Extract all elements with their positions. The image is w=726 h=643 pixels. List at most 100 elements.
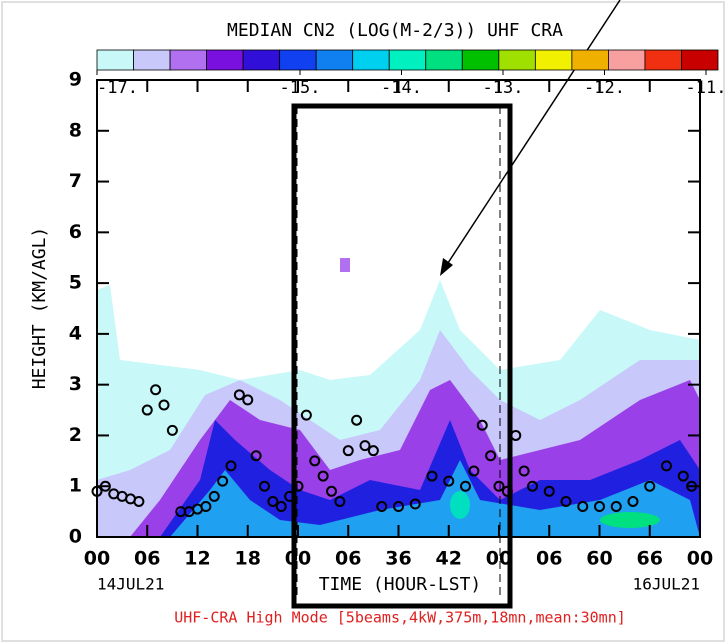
point [359,440,371,452]
point [300,409,312,421]
point [393,501,404,513]
chart-title: MEDIAN CN2 (LOG(M-2/3)) UHF CRA [227,20,563,41]
point [493,480,505,492]
colorbar-tick-label: -11. [686,78,726,98]
point [460,480,471,492]
x-tick-label: 06 [335,548,361,570]
colorbar-swatch [279,49,317,71]
point [242,394,254,406]
colorbar-swatch [169,49,207,71]
point [267,495,279,507]
point [225,460,237,472]
point [259,480,270,492]
y-tick-label: 5 [69,272,82,294]
point [326,485,337,497]
colorbar-swatch [644,49,682,71]
colorbar-tick-label: -17. [97,78,138,98]
point [485,450,497,462]
colorbar-tick-label: -13. [483,78,524,98]
colorbar-swatch [315,49,354,71]
colorbar-swatch [352,49,390,71]
colorbar-swatch [242,49,281,71]
point [233,389,245,401]
y-tick-label: 9 [69,69,82,91]
point [351,414,363,426]
y-tick-label: 7 [69,170,82,192]
date-label: 14JUL21 [97,575,164,594]
date-label: 16JUL21 [633,575,700,594]
point [275,501,287,513]
y-tick-label: 1 [69,475,82,497]
colorbar-swatch [206,49,244,71]
colorbar-swatch [571,49,609,71]
x-tick-label: 00 [486,548,512,570]
x-tick-label: 12 [184,548,210,570]
y-tick-label: 6 [69,221,82,243]
point [543,485,555,497]
point [342,445,354,457]
point [334,495,346,507]
arrow [445,0,621,267]
point [594,501,605,513]
x-tick-label: 36 [385,548,411,570]
y-tick-label: 4 [69,322,82,344]
colorbar-swatch [498,49,536,71]
colorbar-swatch [534,49,573,71]
point [158,399,170,411]
point [518,465,530,477]
x-tick-label: 60 [586,548,612,570]
y-tick-label: 8 [69,119,82,141]
point [208,490,220,502]
colorbar-tick-label: -14. [381,78,422,98]
point [409,498,421,510]
colorbar-swatch [608,49,646,71]
footer: UHF-CRA High Mode [5beams,4kW,375m,18mn,… [174,609,626,627]
x-tick-label: 00 [687,548,713,570]
x-tick-label: 66 [637,548,663,570]
colorbar-swatch [133,49,171,71]
highlight-box [291,103,513,609]
point [527,480,538,492]
arrow-head [440,258,453,276]
colorbar-swatch [388,49,427,71]
point [644,480,656,492]
point [309,455,321,467]
y-tick-label: 3 [69,373,82,395]
y-tick-label: 0 [69,526,82,548]
point [443,475,455,487]
point [610,501,622,513]
field-level [450,491,470,519]
point [677,470,689,482]
x-tick-label: 00 [84,548,110,570]
x-tick-label: 06 [134,548,160,570]
point [627,495,639,507]
colorbar-swatch [96,49,134,71]
point [250,450,262,462]
point [661,460,672,472]
point [217,475,229,487]
point [426,470,438,482]
colorbar-tick-label: -12. [584,78,625,98]
x-tick-label: 00 [285,548,311,570]
point [560,495,572,507]
point [476,419,488,431]
field-level [600,512,660,528]
point [150,384,162,396]
point [577,501,589,513]
field-level [340,258,350,272]
field-level [170,460,700,537]
colorbar-swatch [461,49,500,71]
x-axis-label: TIME (HOUR-LST) [319,574,482,595]
colorbar-tick-label: -15. [280,78,321,98]
point [141,404,153,416]
point [317,470,329,482]
x-tick-label: 42 [436,548,462,570]
colorbar-swatch [425,49,463,71]
y-axis-label: HEIGHT (KM/AGL) [29,227,50,390]
point [175,506,187,518]
point [166,424,178,436]
point [468,465,480,477]
y-tick-label: 2 [69,424,82,446]
x-tick-label: 18 [235,548,261,570]
point [367,445,379,457]
